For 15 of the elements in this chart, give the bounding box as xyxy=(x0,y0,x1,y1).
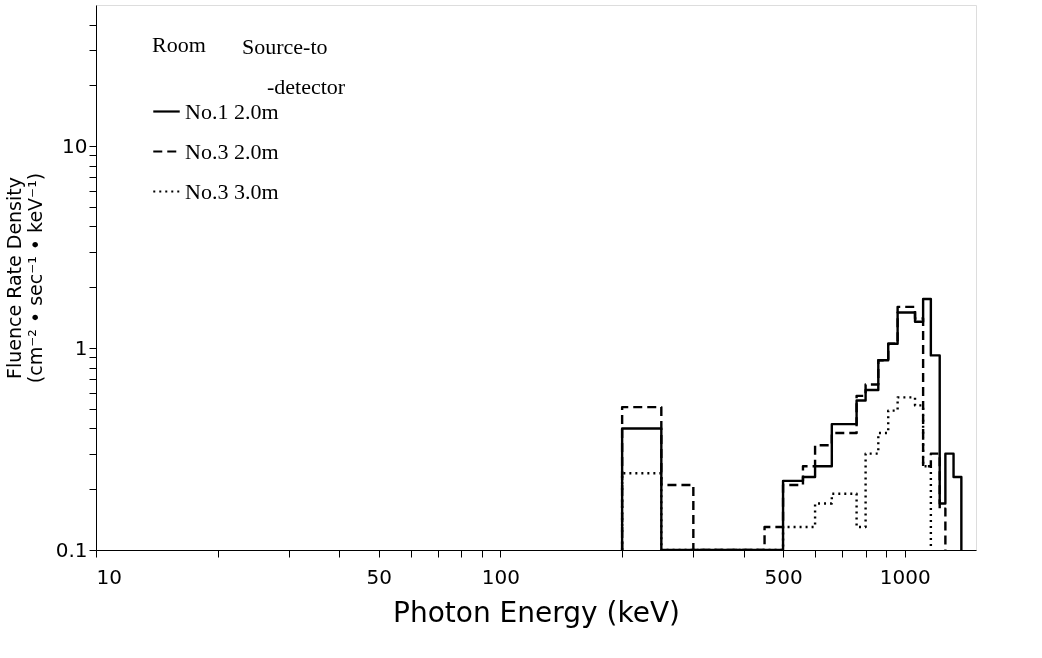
y-tick-label: 10 xyxy=(62,133,88,158)
x-tick-label: 500 xyxy=(764,564,803,589)
legend-title: Room xyxy=(152,32,206,57)
x-tick-label: 100 xyxy=(481,564,520,589)
y-tick-label: 1 xyxy=(74,335,88,360)
legend-label: No.1 2.0m xyxy=(185,98,279,124)
x-axis-title: Photon Energy (keV) xyxy=(393,595,680,629)
x-tick-label: 10 xyxy=(96,564,122,589)
legend-label: No.3 2.0m xyxy=(185,138,279,164)
y-axis-title: Fluence Rate Density (cm⁻² • sec⁻¹ • keV⁻¹) xyxy=(2,172,46,384)
legend-label: No.3 3.0m xyxy=(185,178,279,204)
x-tick-label: 1000 xyxy=(879,564,931,589)
y-tick-label: 0.1 xyxy=(55,537,88,562)
annotation: Source-to -detector xyxy=(242,34,346,99)
x-tick-label: 50 xyxy=(366,564,392,589)
